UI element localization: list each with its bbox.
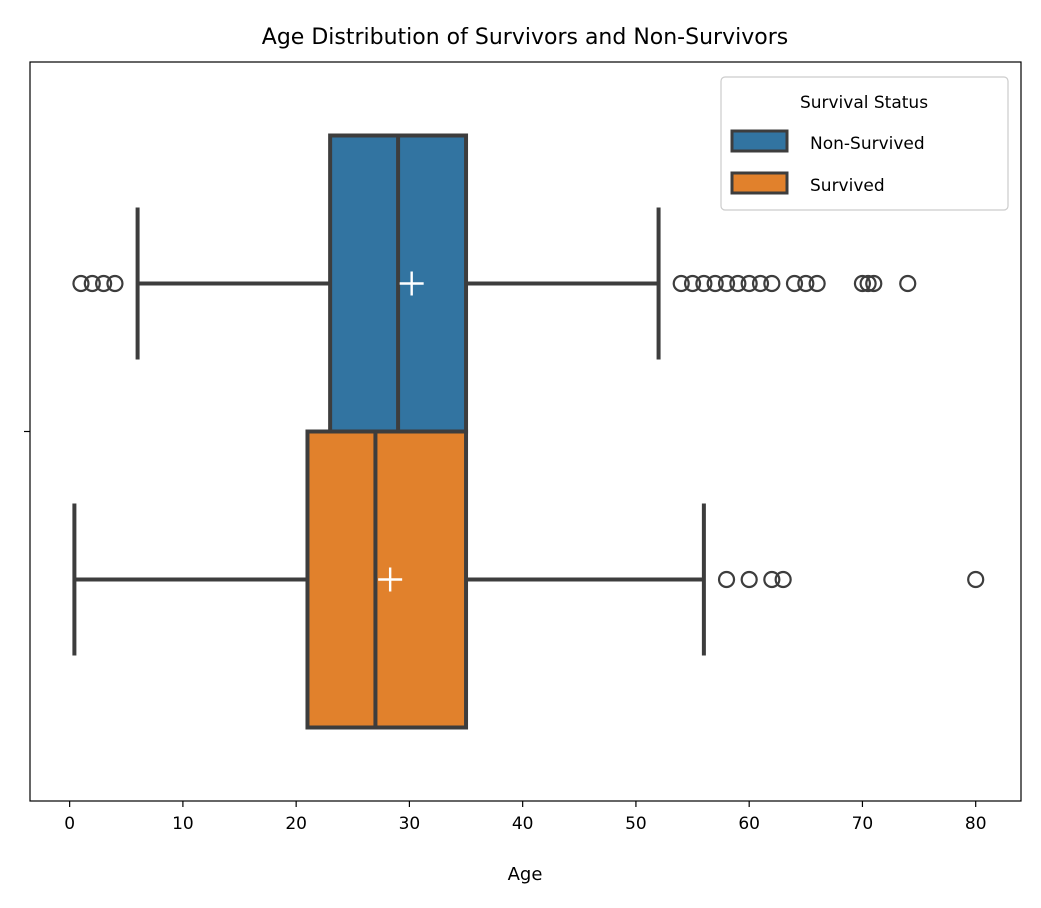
outlier-point <box>706 274 724 293</box>
mean-marker <box>399 271 424 296</box>
outlier-point <box>83 274 101 293</box>
outlier-point <box>763 570 781 589</box>
outlier-point <box>967 570 985 589</box>
outlier-point <box>785 274 804 293</box>
x-tick-label: 50 <box>625 814 647 834</box>
outlier-point <box>695 274 713 293</box>
outlier-point <box>763 274 781 293</box>
outlier-point <box>899 274 917 293</box>
outlier-point <box>72 274 90 293</box>
outlier-point <box>672 274 690 293</box>
outlier-point <box>717 570 736 589</box>
outlier-point <box>751 274 770 293</box>
legend-swatch <box>730 171 789 195</box>
x-tick-label: 40 <box>512 814 534 834</box>
x-tick-label: 20 <box>285 814 307 834</box>
outlier-point <box>859 274 877 293</box>
x-tick-label: 0 <box>64 814 75 834</box>
x-tick-label: 10 <box>172 814 194 834</box>
box-non-survived <box>72 133 917 434</box>
outlier-point <box>95 274 113 293</box>
outlier-point <box>740 570 758 589</box>
x-tick-label: 30 <box>399 814 421 834</box>
outlier-point <box>774 570 792 589</box>
legend-label: Non-Survived <box>810 134 925 154</box>
legend-items: Non-Survived Survived <box>730 129 925 196</box>
outlier-point <box>808 274 826 293</box>
legend-item: Survived <box>730 171 885 196</box>
legend: Survival Status Non-Survived Survived <box>720 76 1009 211</box>
x-tick-label: 60 <box>738 814 760 834</box>
chart-title: Age Distribution of Survivors and Non-Su… <box>262 25 788 50</box>
x-axis-label: Age <box>508 864 543 885</box>
plot-area <box>72 133 985 730</box>
outlier-point <box>865 274 883 293</box>
x-tick-label: 70 <box>852 814 874 834</box>
legend-swatch <box>730 129 789 153</box>
outlier-point <box>853 274 872 293</box>
legend-frame <box>720 76 1009 211</box>
outlier-point <box>106 274 124 293</box>
outlier-point <box>740 274 758 293</box>
outlier-point <box>683 274 702 293</box>
outlier-point <box>729 274 747 293</box>
legend-item: Non-Survived <box>730 129 925 154</box>
outlier-point <box>717 274 736 293</box>
legend-label: Survived <box>810 176 885 196</box>
legend-title: Survival Status <box>800 93 928 113</box>
x-tick-label: 80 <box>965 814 987 834</box>
box-survived <box>72 429 985 730</box>
mean-marker <box>378 567 403 592</box>
x-axis: 0 10 20 30 40 50 60 70 80 <box>24 430 987 834</box>
outlier-point <box>797 274 815 293</box>
